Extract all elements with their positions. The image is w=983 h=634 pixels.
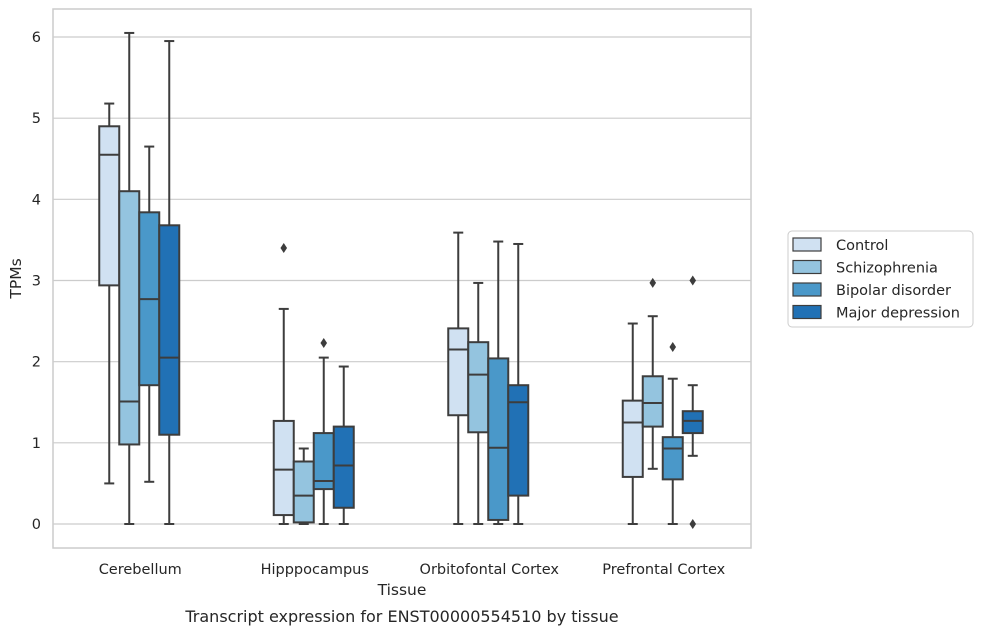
- legend-swatch: [792, 304, 822, 320]
- legend-label: Bipolar disorder: [836, 283, 951, 299]
- y-tick-label: 0: [32, 517, 41, 533]
- outlier-point: [689, 519, 697, 529]
- legend-label: Control: [836, 238, 888, 254]
- x-tick-labels: Cerebellum Hipppocampus Orbitofontal Corte…: [99, 562, 726, 578]
- iqr-box: [467, 341, 490, 434]
- y-tick-label: 4: [32, 192, 41, 208]
- iqr-box: [507, 384, 530, 497]
- box-schizophrenia: [467, 281, 490, 525]
- box-major-depression: [158, 40, 181, 525]
- x-tick-label: Hipppocampus: [261, 562, 369, 578]
- x-tick-label: Orbitofontal Cortex: [420, 562, 560, 578]
- iqr-box: [98, 125, 121, 287]
- legend-label: Schizophrenia: [836, 261, 938, 277]
- box-schizophrenia: [118, 31, 141, 525]
- box-major-depression: [507, 242, 530, 525]
- iqr-box: [447, 327, 470, 417]
- box-control: [621, 322, 644, 525]
- iqr-box: [158, 224, 181, 436]
- y-tick-labels: 0 1 2 3 4 5 6: [32, 30, 41, 533]
- iqr-box: [332, 425, 355, 509]
- iqr-box: [621, 399, 644, 478]
- outlier-point: [320, 337, 328, 348]
- iqr-box: [641, 375, 664, 428]
- outlier-point: [649, 277, 657, 288]
- legend-swatch: [792, 282, 822, 297]
- y-tick-label: 3: [32, 274, 41, 290]
- legend: Control Schizophrenia Bipolar disorder Majo…: [787, 230, 974, 328]
- iqr-box: [661, 436, 684, 481]
- box-bipolar-disorder: [661, 342, 684, 525]
- box-bipolar-disorder: [487, 240, 510, 525]
- iqr-box: [118, 190, 141, 446]
- plot-frame: [52, 8, 752, 549]
- box-schizophrenia: [641, 277, 664, 470]
- legend-frame: [787, 230, 974, 328]
- legend-label: Major depression: [836, 306, 960, 322]
- iqr-box: [487, 357, 510, 521]
- y-tick-label: 5: [32, 111, 41, 127]
- box-bipolar-disorder: [138, 145, 161, 483]
- chart-caption: Transcript expression for ENST0000055451…: [184, 607, 618, 626]
- iqr-box: [681, 410, 704, 435]
- box-major-depression: [681, 275, 704, 529]
- box-bipolar-disorder: [312, 337, 335, 525]
- iqr-box: [272, 419, 295, 517]
- box-schizophrenia: [292, 447, 315, 525]
- x-tick-label: Prefrontal Cortex: [602, 562, 725, 578]
- iqr-box: [292, 460, 315, 524]
- y-tick-label: 6: [32, 30, 41, 46]
- x-tick-label: Cerebellum: [99, 562, 182, 578]
- y-tick-label: 2: [32, 355, 41, 371]
- outlier-point: [669, 342, 677, 353]
- box-control: [447, 231, 470, 525]
- boxes: [98, 31, 704, 529]
- x-axis-title: Tissue: [377, 581, 427, 599]
- y-tick-label: 1: [32, 436, 41, 452]
- outlier-point: [689, 275, 697, 286]
- box-control: [98, 102, 121, 485]
- legend-swatch: [792, 237, 822, 252]
- box-major-depression: [332, 365, 355, 525]
- outlier-point: [280, 243, 288, 254]
- legend-swatch: [792, 259, 822, 275]
- y-axis-title: TPMs: [7, 258, 25, 299]
